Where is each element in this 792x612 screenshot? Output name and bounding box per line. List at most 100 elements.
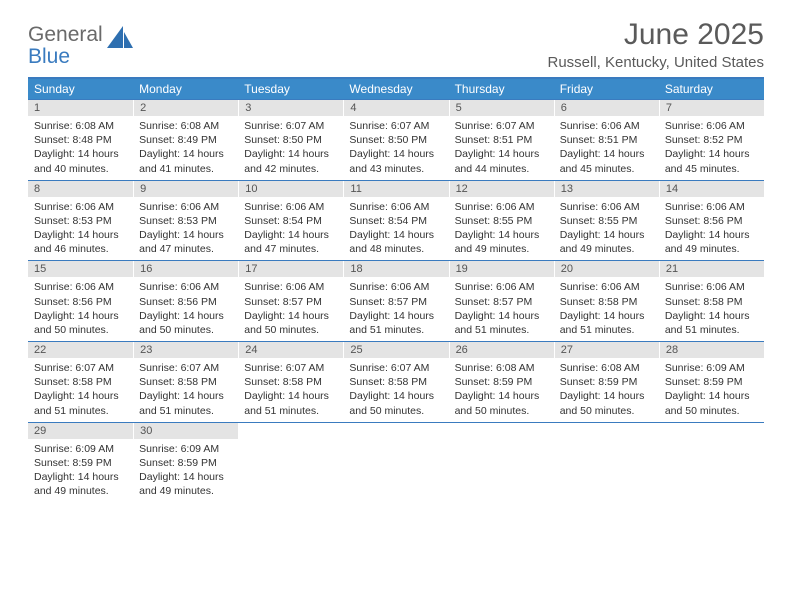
sunrise-line: Sunrise: 6:09 AM (665, 361, 758, 375)
sunrise-line: Sunrise: 6:06 AM (34, 200, 127, 214)
day-number: 6 (554, 100, 659, 116)
daylight-line: Daylight: 14 hours and 45 minutes. (560, 147, 653, 175)
sunset-line: Sunset: 8:55 PM (560, 214, 653, 228)
daylight-line: Daylight: 14 hours and 49 minutes. (34, 470, 127, 498)
sunset-line: Sunset: 8:50 PM (349, 133, 442, 147)
day-info: Sunrise: 6:07 AMSunset: 8:58 PMDaylight:… (343, 358, 448, 418)
sunset-line: Sunset: 8:59 PM (139, 456, 232, 470)
sunrise-line: Sunrise: 6:06 AM (139, 200, 232, 214)
sunset-line: Sunset: 8:58 PM (349, 375, 442, 389)
day-of-week-header: Thursday (449, 79, 554, 99)
day-number: 11 (343, 181, 448, 197)
day-number: 2 (133, 100, 238, 116)
calendar-cell: 29Sunrise: 6:09 AMSunset: 8:59 PMDayligh… (28, 423, 133, 503)
daylight-line: Daylight: 14 hours and 51 minutes. (349, 309, 442, 337)
sunrise-line: Sunrise: 6:06 AM (560, 119, 653, 133)
sunrise-line: Sunrise: 6:06 AM (139, 280, 232, 294)
calendar-cell: 12Sunrise: 6:06 AMSunset: 8:55 PMDayligh… (449, 181, 554, 261)
day-number: 4 (343, 100, 448, 116)
sunrise-line: Sunrise: 6:06 AM (560, 280, 653, 294)
day-number (554, 423, 659, 439)
calendar-week: 29Sunrise: 6:09 AMSunset: 8:59 PMDayligh… (28, 422, 764, 503)
calendar-cell (554, 423, 659, 503)
daylight-line: Daylight: 14 hours and 49 minutes. (560, 228, 653, 256)
sunset-line: Sunset: 8:56 PM (665, 214, 758, 228)
sunrise-line: Sunrise: 6:06 AM (349, 200, 442, 214)
day-info: Sunrise: 6:06 AMSunset: 8:57 PMDaylight:… (343, 277, 448, 337)
calendar-week: 15Sunrise: 6:06 AMSunset: 8:56 PMDayligh… (28, 260, 764, 341)
sunset-line: Sunset: 8:53 PM (34, 214, 127, 228)
day-info: Sunrise: 6:06 AMSunset: 8:58 PMDaylight:… (659, 277, 764, 337)
day-number: 30 (133, 423, 238, 439)
daylight-line: Daylight: 14 hours and 40 minutes. (34, 147, 127, 175)
day-info: Sunrise: 6:06 AMSunset: 8:56 PMDaylight:… (133, 277, 238, 337)
calendar-cell: 4Sunrise: 6:07 AMSunset: 8:50 PMDaylight… (343, 100, 448, 180)
daylight-line: Daylight: 14 hours and 46 minutes. (34, 228, 127, 256)
day-info: Sunrise: 6:06 AMSunset: 8:56 PMDaylight:… (659, 197, 764, 257)
sunset-line: Sunset: 8:59 PM (34, 456, 127, 470)
sunset-line: Sunset: 8:58 PM (139, 375, 232, 389)
calendar-cell: 7Sunrise: 6:06 AMSunset: 8:52 PMDaylight… (659, 100, 764, 180)
calendar-cell: 30Sunrise: 6:09 AMSunset: 8:59 PMDayligh… (133, 423, 238, 503)
day-number: 19 (449, 261, 554, 277)
sunrise-line: Sunrise: 6:06 AM (560, 200, 653, 214)
day-number: 13 (554, 181, 659, 197)
calendar-cell (659, 423, 764, 503)
day-number: 22 (28, 342, 133, 358)
calendar-cell: 14Sunrise: 6:06 AMSunset: 8:56 PMDayligh… (659, 181, 764, 261)
day-info: Sunrise: 6:06 AMSunset: 8:57 PMDaylight:… (238, 277, 343, 337)
day-info: Sunrise: 6:06 AMSunset: 8:57 PMDaylight:… (449, 277, 554, 337)
sunrise-line: Sunrise: 6:07 AM (349, 361, 442, 375)
day-info: Sunrise: 6:06 AMSunset: 8:55 PMDaylight:… (449, 197, 554, 257)
daylight-line: Daylight: 14 hours and 50 minutes. (139, 309, 232, 337)
sunset-line: Sunset: 8:57 PM (349, 295, 442, 309)
daylight-line: Daylight: 14 hours and 48 minutes. (349, 228, 442, 256)
sunset-line: Sunset: 8:53 PM (139, 214, 232, 228)
day-number (238, 423, 343, 439)
daylight-line: Daylight: 14 hours and 47 minutes. (139, 228, 232, 256)
sunrise-line: Sunrise: 6:08 AM (455, 361, 548, 375)
daylight-line: Daylight: 14 hours and 51 minutes. (665, 309, 758, 337)
sunset-line: Sunset: 8:54 PM (244, 214, 337, 228)
sunrise-line: Sunrise: 6:07 AM (455, 119, 548, 133)
sunrise-line: Sunrise: 6:06 AM (349, 280, 442, 294)
day-number: 17 (238, 261, 343, 277)
sunrise-line: Sunrise: 6:07 AM (349, 119, 442, 133)
calendar-cell: 2Sunrise: 6:08 AMSunset: 8:49 PMDaylight… (133, 100, 238, 180)
sunrise-line: Sunrise: 6:06 AM (244, 200, 337, 214)
day-info: Sunrise: 6:06 AMSunset: 8:52 PMDaylight:… (659, 116, 764, 176)
page-title: June 2025 (548, 18, 765, 52)
day-info: Sunrise: 6:07 AMSunset: 8:51 PMDaylight:… (449, 116, 554, 176)
daylight-line: Daylight: 14 hours and 51 minutes. (34, 389, 127, 417)
sunrise-line: Sunrise: 6:06 AM (665, 280, 758, 294)
day-info: Sunrise: 6:06 AMSunset: 8:58 PMDaylight:… (554, 277, 659, 337)
day-number: 20 (554, 261, 659, 277)
daylight-line: Daylight: 14 hours and 47 minutes. (244, 228, 337, 256)
sunrise-line: Sunrise: 6:06 AM (34, 280, 127, 294)
day-info: Sunrise: 6:07 AMSunset: 8:50 PMDaylight:… (238, 116, 343, 176)
day-info: Sunrise: 6:09 AMSunset: 8:59 PMDaylight:… (133, 439, 238, 499)
sunrise-line: Sunrise: 6:07 AM (34, 361, 127, 375)
sunset-line: Sunset: 8:58 PM (560, 295, 653, 309)
day-number (659, 423, 764, 439)
logo-text: General Blue (28, 24, 103, 68)
calendar-week: 8Sunrise: 6:06 AMSunset: 8:53 PMDaylight… (28, 180, 764, 261)
day-info: Sunrise: 6:08 AMSunset: 8:59 PMDaylight:… (449, 358, 554, 418)
day-number: 8 (28, 181, 133, 197)
daylight-line: Daylight: 14 hours and 51 minutes. (560, 309, 653, 337)
daylight-line: Daylight: 14 hours and 42 minutes. (244, 147, 337, 175)
day-of-week-header: Tuesday (238, 79, 343, 99)
daylight-line: Daylight: 14 hours and 51 minutes. (244, 389, 337, 417)
day-info: Sunrise: 6:06 AMSunset: 8:54 PMDaylight:… (238, 197, 343, 257)
sunrise-line: Sunrise: 6:08 AM (139, 119, 232, 133)
day-info: Sunrise: 6:06 AMSunset: 8:54 PMDaylight:… (343, 197, 448, 257)
day-info: Sunrise: 6:08 AMSunset: 8:59 PMDaylight:… (554, 358, 659, 418)
day-info: Sunrise: 6:09 AMSunset: 8:59 PMDaylight:… (28, 439, 133, 499)
sunset-line: Sunset: 8:59 PM (455, 375, 548, 389)
calendar-cell: 26Sunrise: 6:08 AMSunset: 8:59 PMDayligh… (449, 342, 554, 422)
calendar-cell: 15Sunrise: 6:06 AMSunset: 8:56 PMDayligh… (28, 261, 133, 341)
day-info: Sunrise: 6:06 AMSunset: 8:56 PMDaylight:… (28, 277, 133, 337)
day-number: 24 (238, 342, 343, 358)
calendar-cell: 9Sunrise: 6:06 AMSunset: 8:53 PMDaylight… (133, 181, 238, 261)
sunset-line: Sunset: 8:51 PM (455, 133, 548, 147)
